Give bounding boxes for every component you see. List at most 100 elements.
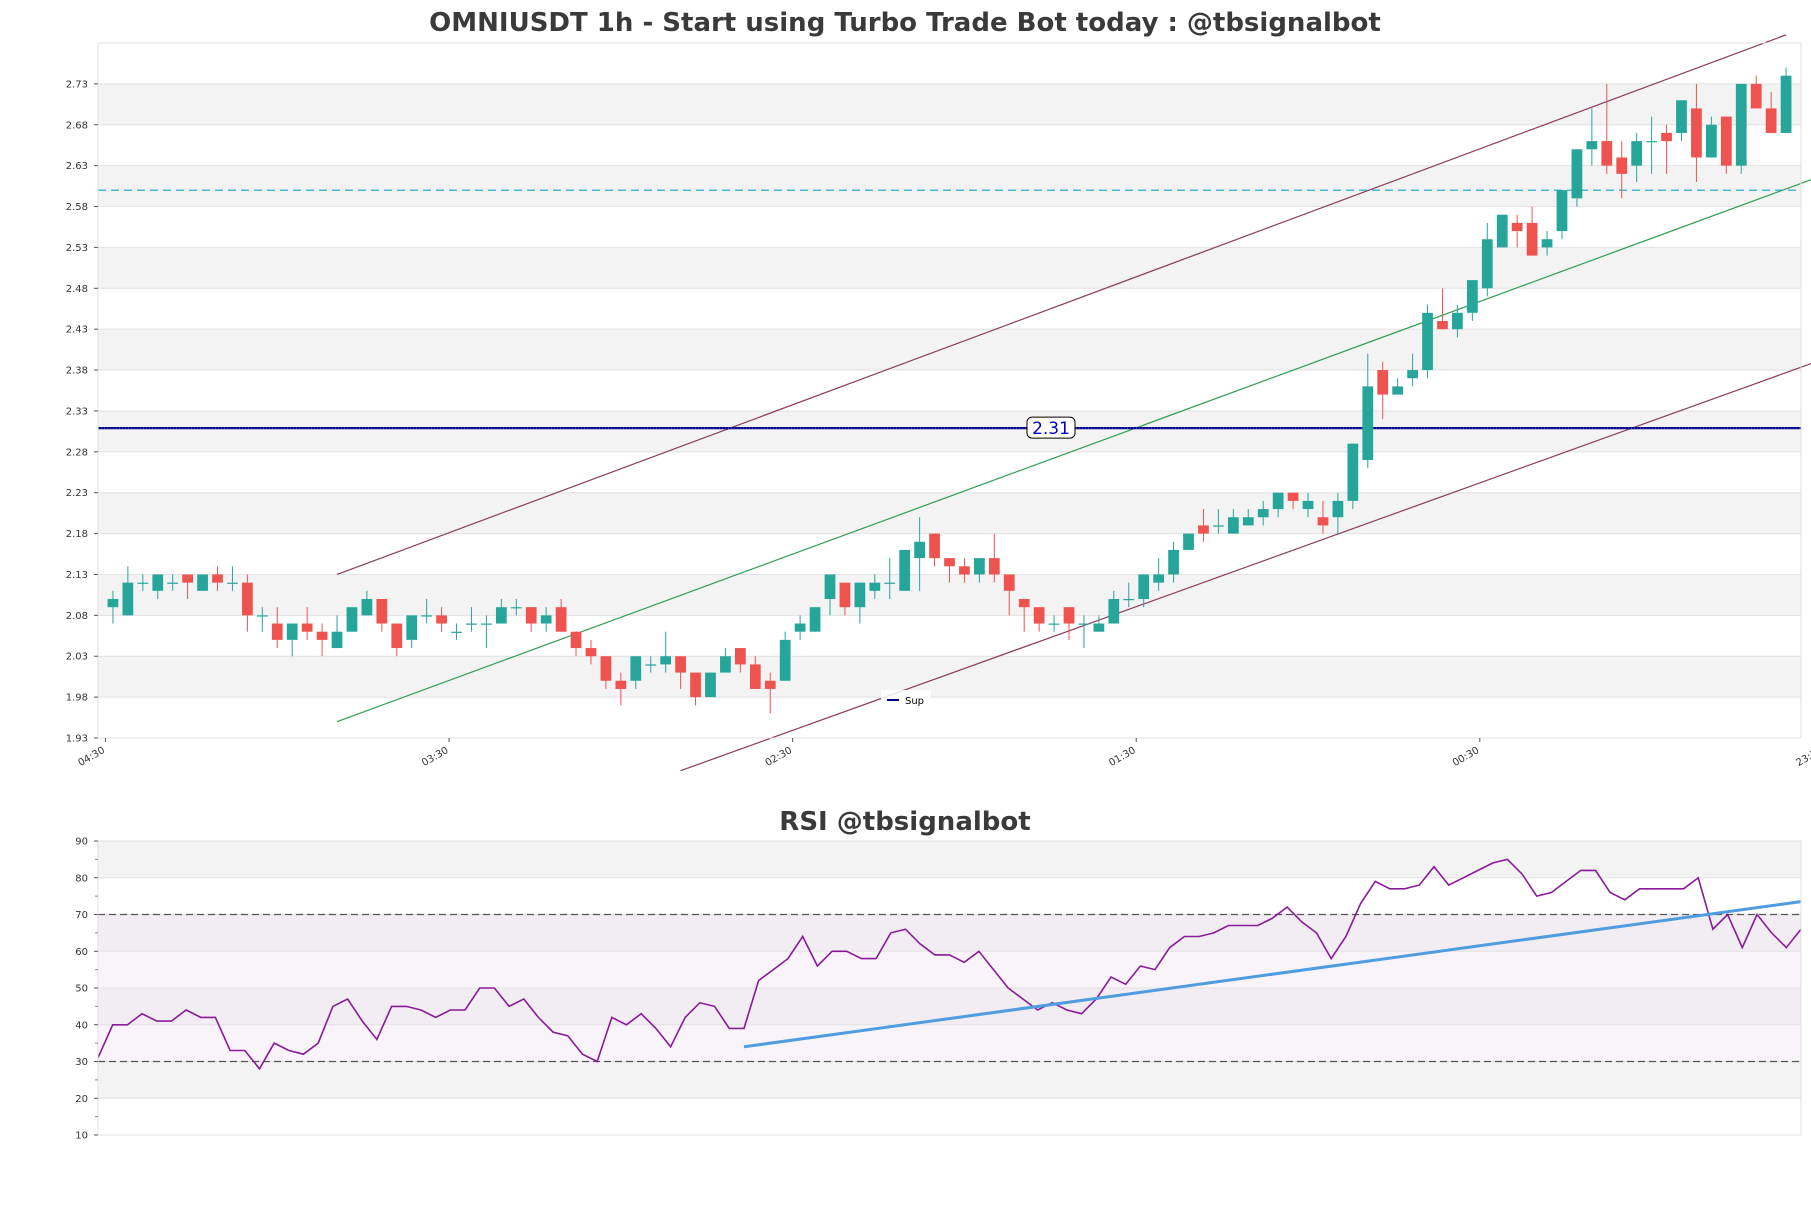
candle xyxy=(1750,75,1762,109)
candle-body xyxy=(197,574,208,591)
candle-body xyxy=(1452,312,1463,330)
price-candles xyxy=(107,67,1792,714)
rsi-ticks: 10 20 30 40 50 60 70 80 90 xyxy=(75,837,98,1142)
support-price-label: 2.31 xyxy=(1026,416,1076,439)
candle-body xyxy=(182,574,194,583)
candle-body xyxy=(779,639,791,681)
candle-body xyxy=(137,582,149,584)
rsi-trendline xyxy=(743,900,1802,1049)
candle xyxy=(779,631,791,681)
candle-body xyxy=(988,558,1000,575)
candle xyxy=(1153,558,1165,591)
candle xyxy=(555,599,567,632)
candle-body xyxy=(1407,370,1418,379)
candle xyxy=(137,574,149,591)
candle xyxy=(1198,509,1209,542)
candle xyxy=(734,648,746,673)
candle xyxy=(525,607,537,632)
rsi-chart-title: RSI @tbsignalbot xyxy=(779,807,1030,837)
price-band xyxy=(98,247,1801,289)
candle xyxy=(271,607,283,649)
candle-body xyxy=(869,582,881,591)
candle-body xyxy=(540,615,552,624)
price-y-tick-label: 2.63 xyxy=(66,161,88,172)
candle xyxy=(212,566,223,591)
candle-body xyxy=(481,623,492,625)
candle-body xyxy=(615,680,627,689)
candle-body xyxy=(1466,280,1478,313)
candle xyxy=(510,599,522,616)
candle xyxy=(481,615,492,649)
candle xyxy=(645,656,657,673)
candle-body xyxy=(1616,157,1628,174)
price-x-tick-label: 03:30 xyxy=(420,745,450,769)
candle-body xyxy=(107,599,119,608)
candle xyxy=(1377,361,1389,420)
candle-body xyxy=(1571,149,1583,199)
candle xyxy=(197,574,208,591)
rsi-trendline-group xyxy=(743,900,1802,1049)
price-band xyxy=(98,656,1801,698)
price-panel-background xyxy=(98,43,1801,738)
candle xyxy=(1676,100,1687,142)
candle-body xyxy=(1392,386,1404,395)
candle xyxy=(1466,280,1478,321)
candle-body xyxy=(1108,599,1120,624)
candle xyxy=(1481,222,1493,297)
price-x-tick-label: 02:30 xyxy=(764,745,794,769)
candle xyxy=(690,672,701,706)
candle-body xyxy=(167,582,179,584)
candle xyxy=(346,607,358,632)
candle-body xyxy=(436,615,447,624)
candle-body xyxy=(1377,370,1389,395)
candle xyxy=(1541,231,1553,256)
candle-body xyxy=(734,648,746,665)
price-plot-area xyxy=(98,43,1801,738)
candle xyxy=(660,631,672,673)
rsi-y-tick-label: 90 xyxy=(75,837,88,848)
candle-body xyxy=(1213,525,1224,527)
candle-body xyxy=(645,664,657,666)
candle-body xyxy=(1735,83,1747,166)
candle xyxy=(152,574,164,599)
candle-body xyxy=(884,582,896,584)
candle xyxy=(242,574,253,632)
rsi-y-tick-label: 30 xyxy=(75,1057,88,1068)
candle-body xyxy=(510,607,522,609)
candle xyxy=(1018,599,1030,632)
candle xyxy=(1661,124,1672,174)
candle xyxy=(1691,83,1702,182)
candle-body xyxy=(1780,75,1792,133)
candle xyxy=(540,607,552,632)
candle xyxy=(944,558,955,583)
candle-body xyxy=(824,574,836,599)
price-y-tick-label: 1.98 xyxy=(66,693,88,704)
rsi-y-tick-label: 50 xyxy=(75,984,88,995)
price-y-tick-label: 2.43 xyxy=(66,325,88,336)
price-y-tick-label: 2.73 xyxy=(66,79,88,90)
candle xyxy=(705,672,716,698)
candle-body xyxy=(690,672,701,698)
support-price-label-box xyxy=(1026,416,1076,439)
candle-body xyxy=(346,607,358,632)
candle xyxy=(227,566,238,591)
candle-body xyxy=(406,615,418,640)
candle-body xyxy=(555,607,567,632)
candle-body xyxy=(227,582,238,584)
candle xyxy=(421,599,433,624)
candle-body xyxy=(256,615,268,617)
candle-body xyxy=(1347,443,1359,501)
legend-label-sup: Sup xyxy=(905,696,924,707)
candle xyxy=(122,566,134,616)
price-x-tick-label: 00:30 xyxy=(1451,745,1481,769)
price-x-tick-label: 04:30 xyxy=(77,745,107,769)
candle-body xyxy=(1705,124,1717,158)
candle-body xyxy=(630,656,642,681)
candle xyxy=(1571,149,1583,207)
candle-body xyxy=(1257,509,1269,518)
candle-body xyxy=(1437,321,1448,330)
candle xyxy=(1287,492,1299,510)
candle xyxy=(436,607,447,632)
price-band xyxy=(98,165,1801,207)
candle-body xyxy=(212,574,223,583)
